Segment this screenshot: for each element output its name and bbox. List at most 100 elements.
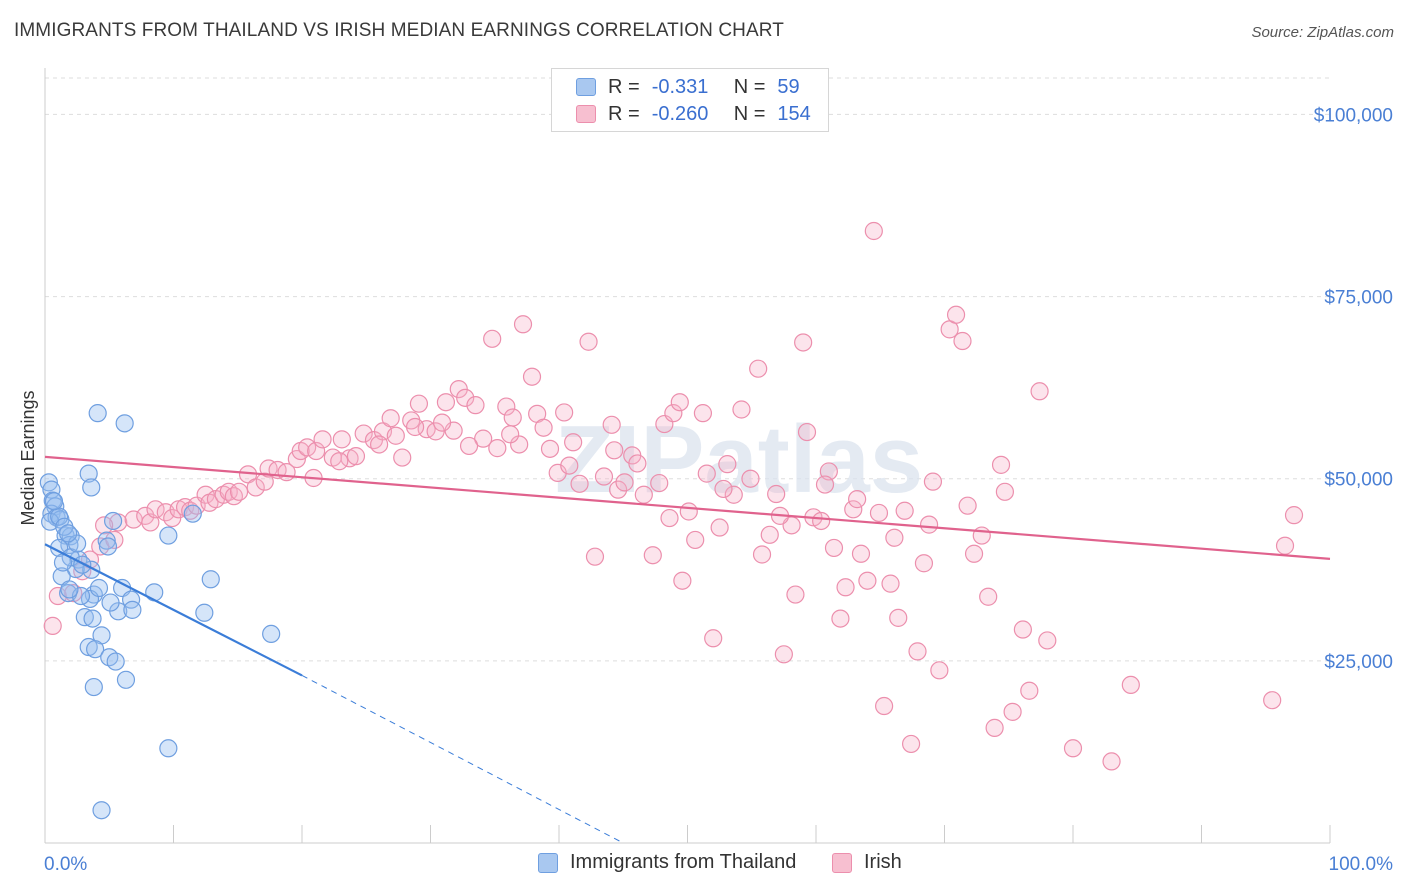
point-irish: [812, 511, 831, 531]
point-irish: [560, 456, 579, 475]
point-irish: [686, 530, 705, 550]
point-irish: [923, 472, 943, 491]
point-irish: [405, 417, 425, 437]
source-label: Source: ZipAtlas.com: [1251, 24, 1394, 41]
point-irish: [501, 425, 520, 444]
point-thailand: [159, 526, 178, 545]
point-irish: [488, 439, 507, 458]
point-irish: [774, 645, 793, 664]
point-irish: [436, 393, 456, 412]
point-irish: [513, 315, 533, 334]
y-axis-title: Median Earnings: [18, 390, 38, 525]
legend-n-label: N =: [733, 75, 766, 98]
y-tick-labels: $25,000 $50,000 $75,000 $100,000: [1314, 105, 1393, 672]
trend-line-thailand-extension: [301, 674, 624, 844]
point-thailand: [106, 652, 125, 671]
point-irish: [724, 485, 743, 504]
point-irish: [43, 616, 62, 635]
point-thailand: [116, 670, 136, 689]
point-irish: [585, 547, 605, 566]
trend-lines: [44, 455, 1331, 844]
point-irish: [1013, 620, 1032, 639]
x-tick-label: 100.0%: [1329, 854, 1394, 875]
point-irish: [386, 426, 405, 445]
point-irish: [570, 474, 589, 493]
point-irish: [848, 490, 867, 509]
point-irish: [1030, 382, 1049, 401]
point-irish: [602, 415, 621, 434]
point-thailand: [159, 739, 178, 758]
point-irish: [615, 473, 634, 492]
point-thailand: [79, 464, 98, 483]
point-irish: [786, 585, 805, 604]
trend-line-irish: [44, 455, 1331, 560]
point-irish: [794, 333, 813, 352]
point-irish: [673, 571, 692, 590]
x-tick-label: 0.0%: [44, 854, 87, 875]
point-irish: [670, 393, 689, 412]
point-irish: [594, 467, 614, 486]
point-thailand: [75, 608, 94, 627]
point-irish: [851, 544, 871, 563]
legend-swatch-thailand: [576, 78, 596, 96]
point-thailand: [92, 801, 111, 820]
bottom-legend-thailand[interactable]: Immigrants from Thailand: [538, 851, 796, 874]
point-irish: [95, 516, 114, 535]
point-irish: [1020, 681, 1039, 700]
axes: [44, 68, 1331, 844]
point-irish: [650, 473, 669, 493]
bottom-legend-label-thailand: Immigrants from Thailand: [570, 851, 797, 873]
legend-r-value: -0.331: [651, 75, 709, 98]
point-irish: [664, 404, 683, 423]
point-irish: [885, 528, 904, 547]
point-thailand: [123, 600, 142, 619]
point-irish: [1284, 506, 1304, 525]
point-irish: [958, 496, 977, 515]
point-irish: [972, 526, 991, 545]
point-irish: [456, 388, 475, 407]
legend-n-value: 59: [777, 75, 800, 98]
point-irish: [869, 503, 889, 523]
point-irish: [354, 424, 373, 443]
point-irish: [146, 500, 165, 519]
watermark: ZIPatlas: [555, 406, 923, 513]
point-irish: [964, 544, 984, 563]
point-thailand: [145, 583, 164, 602]
chart-title: IMMIGRANTS FROM THAILAND VS IRISH MEDIAN…: [14, 20, 784, 41]
point-irish: [474, 429, 493, 448]
point-irish: [497, 397, 516, 416]
point-thailand: [88, 404, 107, 423]
point-thailand: [39, 473, 58, 492]
point-irish: [946, 305, 966, 324]
point-irish: [741, 469, 760, 488]
point-irish: [298, 438, 317, 457]
point-irish: [858, 571, 877, 590]
point-thailand: [71, 586, 91, 606]
point-thailand: [41, 512, 60, 531]
point-irish: [679, 502, 698, 521]
legend-n-label: N =: [733, 102, 766, 125]
point-irish: [704, 629, 723, 648]
point-irish: [979, 587, 998, 606]
trend-line-thailand: [44, 543, 303, 677]
point-irish: [844, 500, 863, 519]
point-irish: [1275, 536, 1295, 555]
point-irish: [313, 430, 332, 449]
point-irish: [693, 404, 713, 423]
point-irish: [548, 463, 567, 482]
point-thailand: [115, 414, 134, 433]
point-thailand: [89, 578, 109, 598]
legend-r-label: R =: [608, 75, 640, 98]
point-thailand: [83, 609, 102, 628]
point-thailand: [59, 524, 78, 543]
point-thailand: [44, 492, 64, 511]
point-irish: [466, 396, 485, 415]
y-tick-label: $75,000: [1324, 288, 1393, 309]
point-irish: [914, 554, 934, 573]
bottom-legend-irish[interactable]: Irish: [832, 851, 902, 874]
point-irish: [307, 441, 326, 461]
point-irish: [697, 464, 716, 483]
point-irish: [1121, 675, 1140, 695]
point-irish: [393, 448, 412, 467]
